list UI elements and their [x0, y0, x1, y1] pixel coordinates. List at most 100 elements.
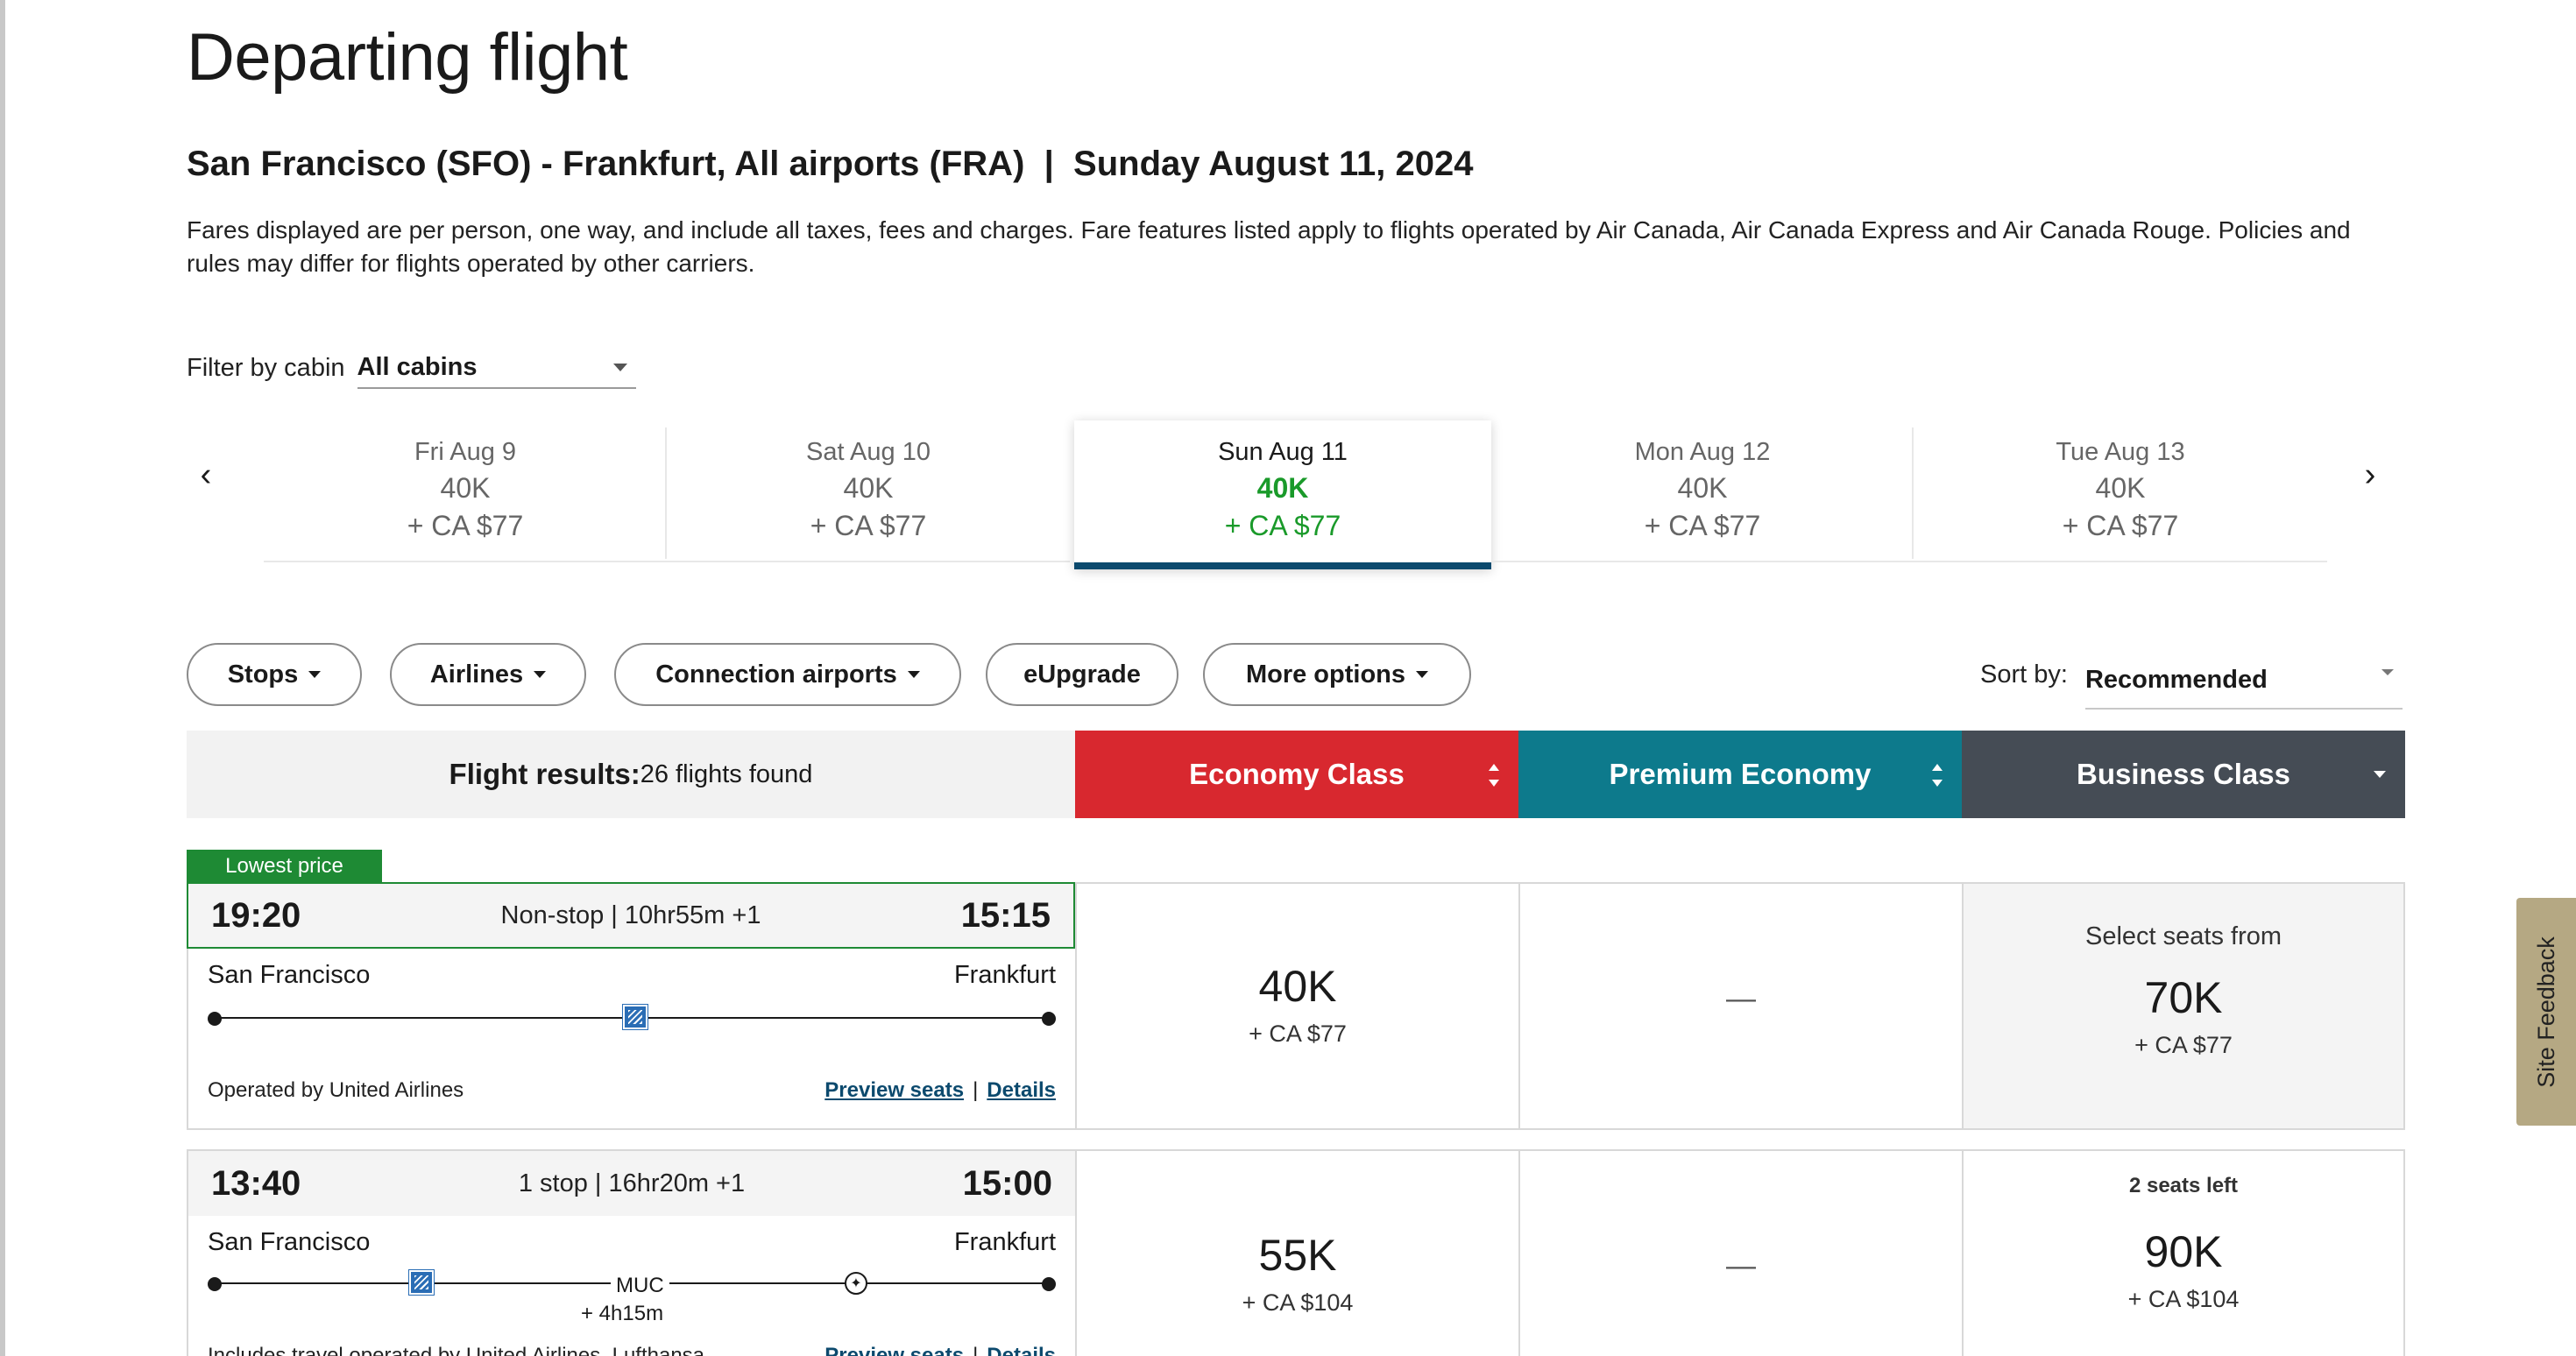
flight-times: 19:20 Non-stop | 10hr55m +1 15:15 — [187, 882, 1075, 949]
chevron-right-icon[interactable]: › — [2364, 456, 2376, 493]
business-class-header[interactable]: Business Class — [1962, 731, 2405, 818]
economy-tax: + CA $77 — [1249, 1021, 1347, 1047]
stops-filter-label: Stops — [227, 660, 299, 689]
sort-icon — [1489, 764, 1499, 787]
date-option-date: Sun Aug 11 — [1218, 438, 1348, 466]
date-option-date: Tue Aug 13 — [2056, 438, 2185, 466]
route-line — [208, 1004, 1056, 1031]
chevron-down-icon — [2381, 668, 2394, 675]
date-option[interactable]: Sat Aug 10 40K + CA $77 — [667, 424, 1070, 562]
flight-links: Preview seats | Details — [824, 1344, 1056, 1356]
economy-fare-cell[interactable]: 40K + CA $77 — [1075, 882, 1518, 1130]
date-option-tax: + CA $77 — [1224, 510, 1341, 541]
premium-economy-header[interactable]: Premium Economy — [1518, 731, 1962, 818]
flight-cities: San Francisco Frankfurt — [208, 1228, 1056, 1257]
flight-cities: San Francisco Frankfurt — [208, 961, 1056, 990]
sort-select[interactable]: Recommended — [2084, 652, 2403, 710]
flight-results-header: Flight results: 26 flights found — [187, 731, 1075, 818]
business-points: 90K — [2144, 1227, 2223, 1276]
date-option[interactable]: Mon Aug 12 40K + CA $77 — [1491, 424, 1914, 562]
flight-duration: 1 stop | 16hr20m +1 — [518, 1169, 746, 1197]
origin-dot-icon — [208, 1012, 222, 1026]
date-option-tax: + CA $77 — [1644, 510, 1761, 541]
sort-value: Recommended — [2084, 665, 2268, 694]
date-option-points: 40K — [843, 472, 894, 504]
arrival-time: 15:00 — [962, 1163, 1052, 1203]
date-option-date: Sat Aug 10 — [806, 438, 931, 466]
date-option-selected[interactable]: Sun Aug 11 40K + CA $77 — [1074, 420, 1491, 569]
chevron-down-icon — [534, 671, 547, 678]
business-class-label: Business Class — [2077, 758, 2290, 790]
site-feedback-button[interactable]: Site Feedback — [2516, 898, 2576, 1126]
chevron-left-icon[interactable]: ‹ — [200, 456, 212, 493]
cabin-filter-value: All cabins — [357, 352, 478, 381]
chevron-down-icon — [612, 363, 627, 371]
cabin-filter-label: Filter by cabin — [187, 353, 345, 382]
airlines-filter-button[interactable]: Airlines — [390, 643, 586, 706]
date-strip: ‹ Fri Aug 9 40K + CA $77 Sat Aug 10 40K … — [187, 420, 2395, 574]
destination-city: Frankfurt — [953, 1228, 1056, 1256]
details-link[interactable]: Details — [987, 1344, 1056, 1356]
chevron-down-icon — [1416, 671, 1429, 678]
premium-fare-cell: — — [1518, 882, 1962, 1130]
destination-dot-icon — [1042, 1012, 1056, 1026]
flight-links: Preview seats | Details — [824, 1078, 1056, 1103]
window-edge — [0, 0, 5, 1356]
sort-icon — [1932, 764, 1943, 787]
eupgrade-filter-label: eUpgrade — [1023, 660, 1141, 689]
date-option[interactable]: Fri Aug 9 40K + CA $77 — [264, 424, 667, 562]
flight-results-count: 26 flights found — [640, 759, 813, 788]
business-fare-cell[interactable]: Select seats from 70K + CA $77 — [1962, 882, 2405, 1130]
stops-filter-button[interactable]: Stops — [187, 643, 362, 706]
preview-seats-link[interactable]: Preview seats — [824, 1078, 965, 1102]
date-option-tax: + CA $77 — [2062, 510, 2179, 541]
destination-city: Frankfurt — [953, 961, 1056, 989]
more-options-button[interactable]: More options — [1203, 643, 1471, 706]
eupgrade-filter-button[interactable]: eUpgrade — [986, 643, 1178, 706]
business-fare-cell[interactable]: 2 seats left 90K + CA $104 — [1962, 1149, 2405, 1356]
date-option[interactable]: Tue Aug 13 40K + CA $77 — [1914, 424, 2327, 562]
origin-city: San Francisco — [208, 961, 371, 989]
flight-summary: 13:40 1 stop | 16hr20m +1 15:00 San Fran… — [187, 1149, 1075, 1356]
arrival-time: 15:15 — [960, 895, 1051, 935]
destination-dot-icon — [1042, 1277, 1056, 1291]
flight-row[interactable]: 19:20 Non-stop | 10hr55m +1 15:15 San Fr… — [187, 882, 2405, 1130]
divider — [1912, 427, 1914, 559]
economy-class-header[interactable]: Economy Class — [1075, 731, 1518, 818]
premium-unavailable: — — [1726, 982, 1756, 1015]
airlines-filter-label: Airlines — [429, 660, 524, 689]
date-option-points: 40K — [1677, 472, 1728, 504]
preview-seats-link[interactable]: Preview seats — [824, 1344, 965, 1356]
sort-label: Sort by: — [1980, 660, 2068, 689]
economy-points: 55K — [1258, 1231, 1337, 1280]
link-separator: | — [973, 1078, 979, 1102]
route-subtitle: San Francisco (SFO) - Frankfurt, All air… — [187, 145, 1474, 183]
premium-economy-label: Premium Economy — [1609, 758, 1872, 790]
business-note: 2 seats left — [2128, 1174, 2239, 1197]
business-tax: + CA $104 — [2127, 1286, 2240, 1312]
flight-duration: Non-stop | 10hr55m +1 — [500, 900, 761, 929]
flight-footer: Includes travel operated by United Airli… — [208, 1344, 1056, 1356]
connection-airports-filter-label: Connection airports — [655, 660, 897, 689]
date-option-points: 40K — [1256, 472, 1309, 504]
page-title: Departing flight — [187, 20, 628, 95]
origin-city: San Francisco — [208, 1228, 371, 1256]
premium-fare-cell: — — [1518, 1149, 1962, 1356]
chevron-down-icon — [907, 671, 920, 678]
connection-airports-filter-button[interactable]: Connection airports — [614, 643, 961, 706]
divider — [665, 427, 667, 559]
lowest-price-badge: Lowest price — [187, 850, 382, 883]
layover-duration: + 4h15m — [581, 1302, 664, 1325]
more-options-label: More options — [1245, 660, 1406, 689]
details-link[interactable]: Details — [987, 1078, 1056, 1102]
cabin-filter: Filter by cabin All cabins — [187, 347, 636, 389]
flight-row[interactable]: 13:40 1 stop | 16hr20m +1 15:00 San Fran… — [187, 1149, 2405, 1356]
cabin-filter-select[interactable]: All cabins — [357, 347, 636, 389]
business-points: 70K — [2144, 973, 2223, 1022]
flight-summary: 19:20 Non-stop | 10hr55m +1 15:15 San Fr… — [187, 882, 1075, 1130]
economy-fare-cell[interactable]: 55K + CA $104 — [1075, 1149, 1518, 1356]
origin-dot-icon — [208, 1277, 222, 1291]
date-option-date: Mon Aug 12 — [1634, 438, 1771, 466]
economy-tax: + CA $104 — [1242, 1289, 1354, 1316]
business-note: Select seats from — [2084, 922, 2282, 950]
